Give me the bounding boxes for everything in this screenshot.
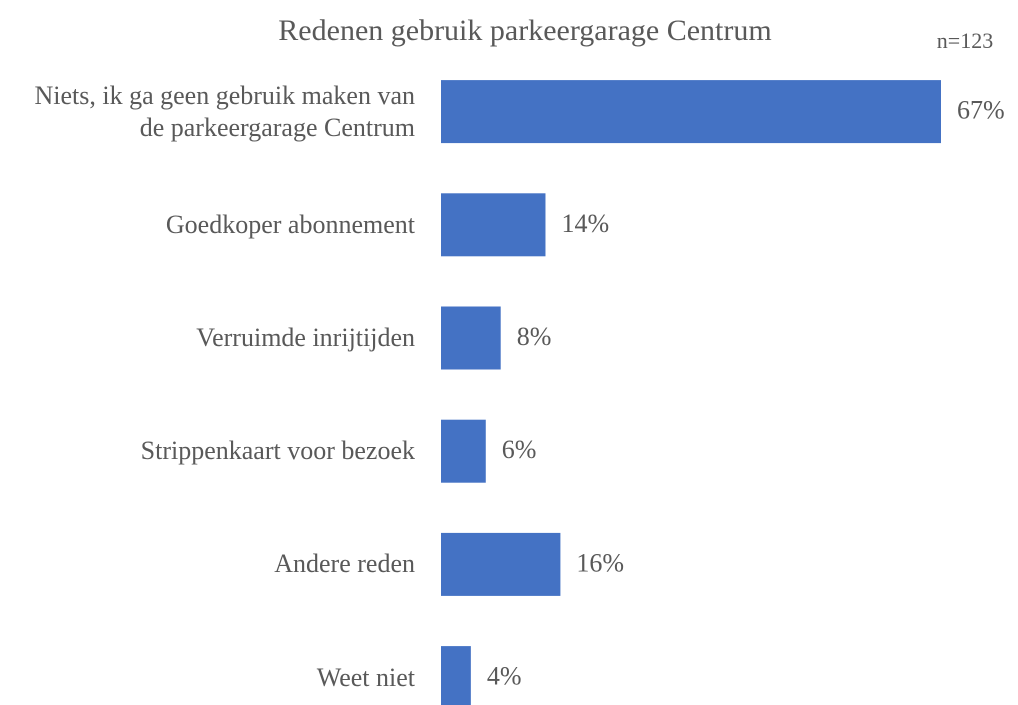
category-label: Andere reden: [274, 549, 415, 579]
bar: [441, 646, 471, 705]
data-label: 16%: [576, 548, 624, 577]
category-label: Weet niet: [316, 662, 415, 692]
data-label: 6%: [502, 435, 537, 464]
category-label: Niets, ik ga geen gebruik maken van de p…: [34, 80, 416, 142]
bar: [441, 306, 501, 370]
data-label: 8%: [517, 322, 552, 351]
data-label: 14%: [561, 209, 609, 238]
bar: [441, 80, 941, 144]
data-label: 67%: [957, 96, 1005, 125]
data-label: 4%: [487, 662, 522, 691]
sample-size: n=123: [937, 28, 993, 53]
bar: [441, 532, 561, 596]
category-label: Goedkoper abonnement: [165, 209, 415, 239]
category-label: Strippenkaart voor bezoek: [140, 436, 415, 466]
category-label: Verruimde inrijtijden: [196, 323, 415, 352]
bar: [441, 419, 486, 483]
chart-title: Redenen gebruik parkeergarage Centrum: [278, 14, 771, 47]
bar: [441, 193, 546, 257]
